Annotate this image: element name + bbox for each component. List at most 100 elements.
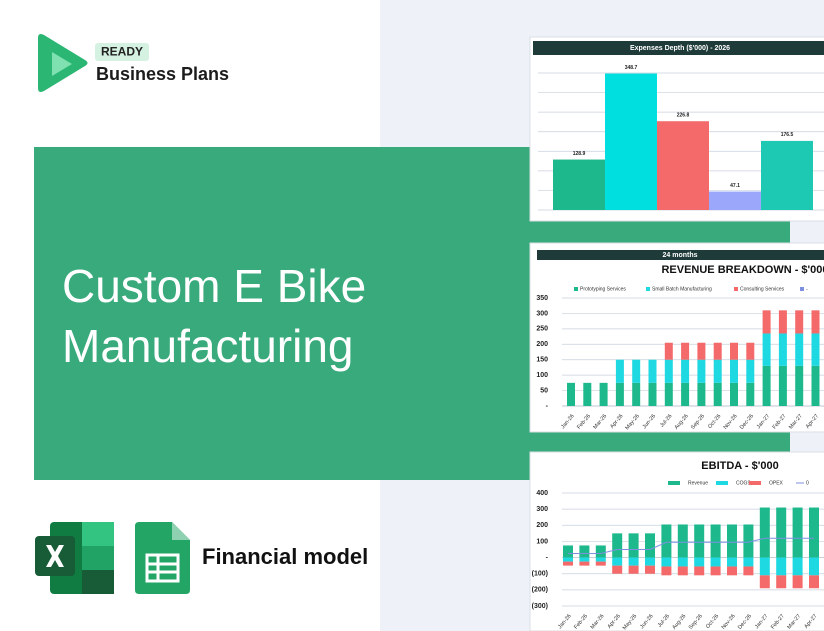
legend-label: Prototyping Services <box>580 286 626 292</box>
bar <box>605 73 657 211</box>
bar-segment <box>645 565 655 574</box>
sheets-icon <box>135 522 190 594</box>
chart-title: REVENUE BREAKDOWN - $'000 <box>661 264 824 276</box>
y-tick-label: (300) <box>532 603 548 610</box>
bar-segment <box>645 557 655 566</box>
legend-swatch <box>734 287 738 291</box>
bar-segment <box>697 359 706 383</box>
bar-segment <box>583 382 592 406</box>
bar-segment <box>713 359 722 383</box>
bar-segment <box>713 382 722 406</box>
bar <box>553 159 605 210</box>
bar-segment <box>809 557 819 576</box>
bar-segment <box>661 557 672 567</box>
bar-segment <box>809 507 819 558</box>
bar-segment <box>694 566 705 576</box>
bar-segment <box>792 557 803 576</box>
bar-segment <box>746 342 755 360</box>
bar-segment <box>681 342 690 360</box>
bar-segment <box>632 359 641 383</box>
bar-segment <box>632 382 641 406</box>
excel-cell <box>82 522 114 546</box>
legend-label: Revenue <box>688 480 708 486</box>
logo <box>38 34 88 92</box>
bar-segment <box>759 575 770 589</box>
bar-segment <box>809 575 819 589</box>
header-bar <box>537 250 824 260</box>
bar-segment <box>628 565 639 574</box>
bar <box>709 191 761 210</box>
legend-swatch <box>646 287 650 291</box>
y-tick-label: 300 <box>536 310 548 317</box>
bar-segment <box>664 342 673 360</box>
bar-segment <box>681 382 690 406</box>
title-line: Manufacturing <box>62 320 354 372</box>
line-series <box>568 537 814 555</box>
value-label: 348.7 <box>625 65 638 71</box>
bar-segment <box>759 557 770 576</box>
bar-segment <box>664 359 673 383</box>
y-tick-label: (100) <box>532 571 548 578</box>
bar-segment <box>776 557 787 576</box>
bar-segment <box>628 557 639 566</box>
y-tick-label: 50 <box>540 387 548 394</box>
bar <box>761 140 813 210</box>
value-label: 128.9 <box>573 151 586 157</box>
bar-segment <box>778 365 787 406</box>
logo-inner <box>52 52 72 76</box>
chart-card: EBITDA - $'000 (300) (200) (100) - 100 200 300 4… <box>529 451 824 631</box>
y-tick-label: 100 <box>536 538 548 545</box>
legend-label: COGS <box>736 480 751 486</box>
bar-segment <box>567 382 575 406</box>
bar-segment <box>579 561 590 566</box>
y-tick-label: 250 <box>536 326 548 333</box>
sheets-fold <box>172 522 190 540</box>
bar-segment <box>697 382 706 406</box>
bar-segment <box>811 333 820 366</box>
card-bg <box>529 242 824 433</box>
bar-segment <box>648 382 657 406</box>
header-bar <box>533 41 824 55</box>
bar-segment <box>579 545 590 558</box>
legend-swatch <box>574 287 578 291</box>
bar-segment <box>792 575 803 589</box>
bar-segment <box>746 382 755 406</box>
bar-segment <box>759 507 770 558</box>
excel-cell <box>82 570 114 594</box>
excel-icon <box>35 522 114 594</box>
bar-segment <box>628 533 639 558</box>
bar-segment <box>762 310 771 334</box>
bar-segment <box>661 566 672 576</box>
bar-segment <box>661 524 672 558</box>
bar-segment <box>743 566 754 576</box>
bar-segment <box>694 557 705 567</box>
value-label: 47.1 <box>730 183 740 189</box>
legend-swatch <box>749 481 761 485</box>
bar-segment <box>743 557 754 567</box>
y-tick-label: (200) <box>532 587 548 594</box>
legend-swatch <box>800 287 804 291</box>
bar-segment <box>677 524 688 558</box>
y-tick-label: 300 <box>536 506 548 513</box>
value-label: 226.8 <box>677 113 690 119</box>
y-tick-label: 350 <box>536 295 548 302</box>
bar-segment <box>612 565 623 574</box>
y-tick-label: 150 <box>536 357 548 364</box>
y-tick-label: 200 <box>536 341 548 348</box>
chart-subtitle: 24 months <box>662 252 697 259</box>
y-tick-label: - <box>546 403 549 410</box>
footer: Financial model <box>202 544 368 569</box>
bar-segment <box>563 557 573 562</box>
y-tick-label: 400 <box>536 490 548 497</box>
bar-segment <box>681 359 690 383</box>
bar-segment <box>710 524 721 558</box>
bar-segment <box>612 533 623 558</box>
bar-segment <box>727 557 737 567</box>
bar-segment <box>615 382 624 406</box>
bar-segment <box>730 359 738 383</box>
bar-segment <box>778 310 787 334</box>
bar-segment <box>792 507 803 558</box>
bar-segment <box>727 524 737 558</box>
chart-title: EBITDA - $'000 <box>701 460 778 472</box>
